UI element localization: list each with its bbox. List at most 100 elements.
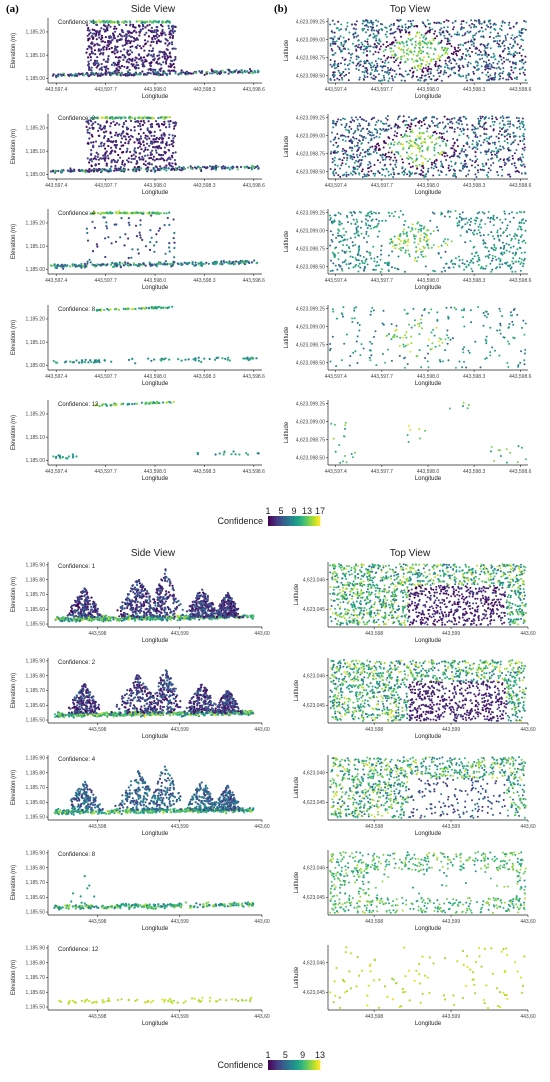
data-point [141,156,143,158]
data-point [415,117,417,119]
data-point [152,117,154,119]
data-point [391,43,393,45]
data-point [485,153,487,155]
data-point [507,123,509,125]
data-point [464,241,466,243]
data-point [477,171,479,173]
data-point [335,123,337,125]
data-point [465,154,467,156]
data-point [408,147,410,149]
data-point [427,160,429,162]
data-point [369,131,371,133]
data-point [114,151,116,153]
data-point [428,124,430,126]
data-point [162,154,164,156]
data-point [352,153,354,155]
data-point [466,231,468,233]
data-point [85,359,87,361]
data-point [358,245,360,247]
data-point [397,173,399,175]
data-point [465,175,467,177]
data-point [345,150,347,152]
data-point [403,229,405,231]
data-point [492,255,494,257]
data-point [81,361,83,363]
data-point [96,152,98,154]
data-point [350,237,352,239]
data-point [153,156,155,158]
data-point [388,212,390,214]
data-point [388,263,390,265]
data-point [150,152,152,154]
data-point [347,136,349,138]
data-point [509,43,511,45]
data-point [445,251,447,253]
data-point [415,60,417,62]
data-point [480,36,482,38]
data-point [156,55,158,57]
data-point [371,22,373,24]
data-point [81,359,83,361]
data-point [459,117,461,119]
data-point [352,266,354,268]
data-point [446,64,448,66]
data-point [119,60,121,62]
data-point [164,152,166,154]
data-point [345,172,347,174]
data-point [459,266,461,268]
data-point [171,140,173,142]
data-point [473,39,475,41]
data-point [448,76,450,78]
data-point [143,74,145,76]
data-point [414,142,416,144]
data-point [387,45,389,47]
data-point [473,131,475,133]
data-point [457,145,459,147]
data-point [122,169,124,171]
data-point [493,28,495,30]
data-point [433,149,435,151]
data-point [420,65,422,67]
data-point [393,215,395,217]
data-point [335,172,337,174]
data-point [425,79,427,81]
x-axis-label: Longitude [142,94,169,100]
data-point [198,263,200,265]
data-point [484,139,486,141]
data-point [419,68,421,70]
data-point [336,121,338,123]
data-point [440,42,442,44]
data-point [338,241,340,243]
data-point [457,119,459,121]
data-point [143,56,145,58]
data-point [398,116,400,118]
data-point [363,52,365,54]
data-point [462,53,464,55]
data-point [144,117,146,119]
data-point [455,150,457,152]
data-point [216,357,218,359]
data-point [164,57,166,59]
data-point [103,212,105,214]
data-point [362,65,364,67]
data-point [87,361,89,363]
data-point [483,268,485,270]
data-point [139,263,141,265]
data-point [251,358,253,360]
data-point [214,359,216,361]
data-point [94,155,96,157]
data-point [217,166,219,168]
data-point [115,56,117,58]
data-point [519,136,521,138]
data-point [138,67,140,69]
data-point [341,134,343,136]
data-point [444,37,446,39]
data-point [429,158,431,160]
data-point [504,213,506,215]
data-point [104,216,106,218]
data-point [164,253,166,255]
data-point [405,70,407,72]
data-point [124,74,126,76]
data-point [341,268,343,270]
data-point [381,29,383,31]
